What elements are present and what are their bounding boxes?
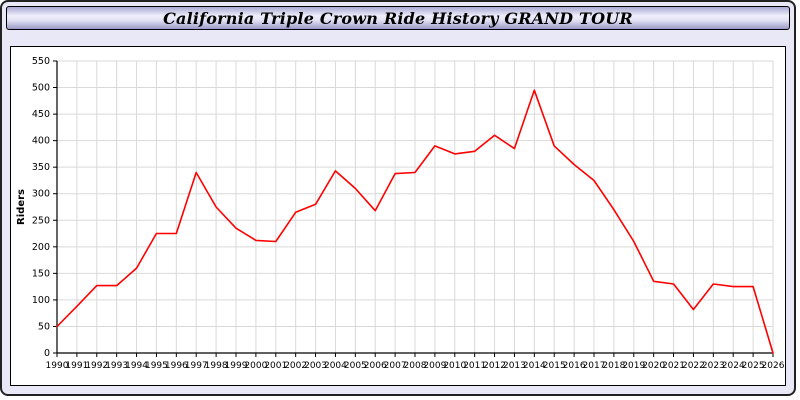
svg-text:2026: 2026	[762, 361, 785, 371]
svg-text:100: 100	[32, 295, 50, 306]
svg-text:1996: 1996	[165, 361, 188, 371]
chart-panel: 0 50 100 150 200 250 300 350 400 450 500 550 1990 199…	[10, 46, 786, 386]
svg-text:1990: 1990	[46, 361, 69, 371]
svg-text:0: 0	[44, 348, 50, 359]
svg-text:1994: 1994	[125, 361, 148, 371]
svg-text:2007: 2007	[384, 361, 407, 371]
svg-text:2016: 2016	[563, 361, 586, 371]
svg-text:2003: 2003	[304, 361, 327, 371]
svg-text:Riders: Riders	[16, 189, 27, 225]
svg-text:2002: 2002	[284, 361, 307, 371]
svg-text:2017: 2017	[583, 361, 606, 371]
svg-text:1995: 1995	[145, 361, 168, 371]
svg-text:1998: 1998	[205, 361, 228, 371]
svg-text:1999: 1999	[225, 361, 248, 371]
svg-text:2025: 2025	[742, 361, 765, 371]
svg-text:1993: 1993	[105, 361, 128, 371]
svg-text:350: 350	[32, 162, 50, 173]
svg-text:2013: 2013	[503, 361, 526, 371]
svg-text:2004: 2004	[324, 361, 347, 371]
svg-text:2010: 2010	[443, 361, 466, 371]
svg-text:150: 150	[32, 268, 50, 279]
svg-text:450: 450	[32, 109, 50, 120]
svg-text:2006: 2006	[364, 361, 387, 371]
svg-text:500: 500	[32, 83, 50, 94]
chart-title: California Triple Crown Ride History GRA…	[163, 8, 633, 28]
svg-text:2014: 2014	[523, 361, 546, 371]
svg-text:300: 300	[32, 189, 50, 200]
svg-text:550: 550	[32, 56, 50, 67]
svg-text:2024: 2024	[722, 361, 745, 371]
svg-text:2000: 2000	[244, 361, 267, 371]
svg-text:1991: 1991	[65, 361, 88, 371]
svg-text:50: 50	[38, 321, 50, 332]
svg-text:2012: 2012	[483, 361, 506, 371]
svg-text:200: 200	[32, 242, 50, 253]
svg-text:400: 400	[32, 136, 50, 147]
svg-text:250: 250	[32, 215, 50, 226]
svg-text:2011: 2011	[463, 361, 486, 371]
riders-line-chart: 0501001502002503003504004505005501990199…	[16, 56, 785, 371]
svg-text:2021: 2021	[662, 361, 685, 371]
svg-text:2020: 2020	[642, 361, 665, 371]
svg-text:2008: 2008	[404, 361, 427, 371]
svg-text:2022: 2022	[682, 361, 705, 371]
svg-text:2019: 2019	[622, 361, 645, 371]
svg-text:1992: 1992	[85, 361, 108, 371]
svg-text:2023: 2023	[702, 361, 725, 371]
chart-title-bar: California Triple Crown Ride History GRA…	[6, 6, 790, 30]
svg-text:2018: 2018	[602, 361, 625, 371]
svg-text:2009: 2009	[423, 361, 446, 371]
svg-text:2015: 2015	[543, 361, 566, 371]
svg-text:1997: 1997	[185, 361, 208, 371]
svg-text:2005: 2005	[344, 361, 367, 371]
svg-text:2001: 2001	[264, 361, 287, 371]
